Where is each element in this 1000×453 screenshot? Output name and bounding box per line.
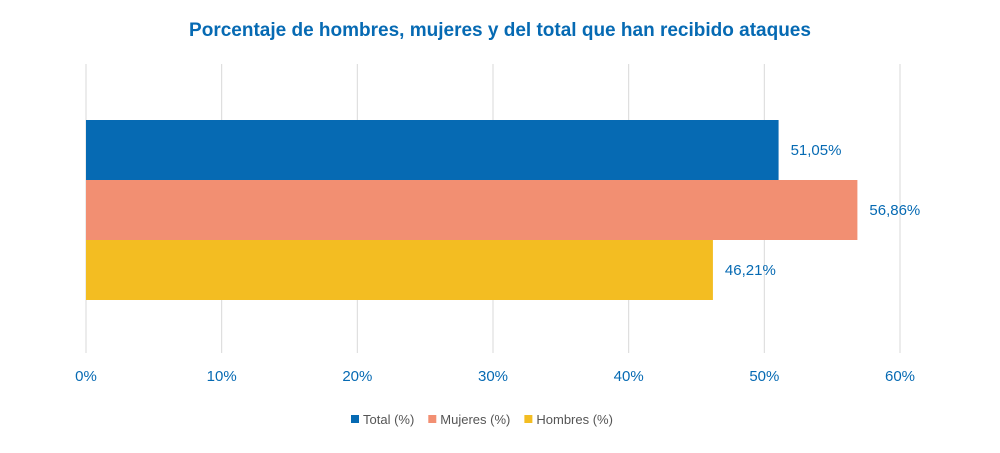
- legend-label: Hombres (%): [536, 412, 613, 427]
- bar-total: [86, 120, 779, 180]
- x-tick-label: 10%: [207, 368, 237, 385]
- data-label: 46,21%: [725, 262, 776, 279]
- legend-swatch: [351, 415, 359, 423]
- bar-hombres: [86, 240, 713, 300]
- data-label: 56,86%: [869, 202, 920, 219]
- data-labels: 51,05% 56,86% 46,21%: [725, 142, 920, 279]
- x-axis-ticks: 0% 10% 20% 30% 40% 50% 60%: [75, 368, 915, 385]
- legend-swatch: [524, 415, 533, 423]
- x-tick-label: 40%: [614, 368, 644, 385]
- x-tick-label: 0%: [75, 368, 97, 385]
- x-tick-label: 20%: [342, 368, 372, 385]
- data-label: 51,05%: [791, 142, 842, 159]
- legend: Total (%) Mujeres (%) Hombres (%): [351, 412, 613, 427]
- x-tick-label: 30%: [478, 368, 508, 385]
- legend-label: Total (%): [363, 412, 414, 427]
- legend-label: Mujeres (%): [440, 412, 510, 427]
- legend-swatch: [428, 415, 437, 423]
- x-tick-label: 60%: [885, 368, 915, 385]
- x-tick-label: 50%: [749, 368, 779, 385]
- bar-mujeres: [86, 180, 858, 240]
- chart-title: Porcentaje de hombres, mujeres y del tot…: [189, 20, 811, 41]
- bars: [86, 120, 858, 300]
